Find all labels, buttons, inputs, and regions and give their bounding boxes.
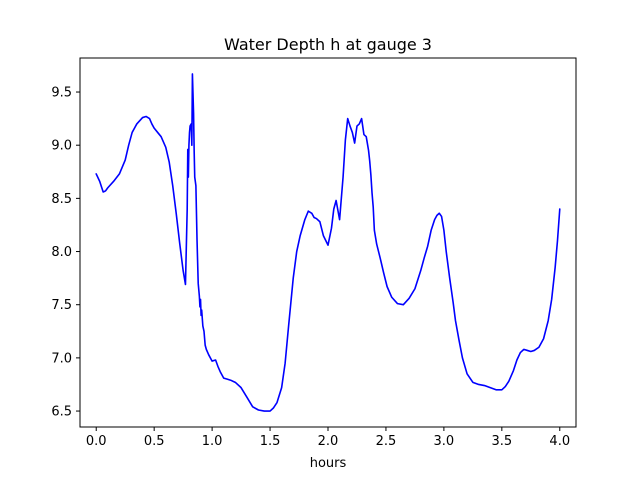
x-axis-ticks: 0.0 0.5 1.0 1.5 2.0 2.5 3.0 3.5 4.0 — [86, 427, 570, 449]
series-line-0 — [95, 73, 561, 412]
y-tick-label: 7.5 — [51, 298, 72, 313]
x-tick-label: 2.0 — [318, 434, 339, 449]
x-tick-label: 0.5 — [144, 434, 165, 449]
chart-title: Water Depth h at gauge 3 — [224, 35, 432, 54]
x-tick-label: 3.0 — [434, 434, 455, 449]
x-tick-label: 0.0 — [86, 434, 107, 449]
y-tick-label: 8.0 — [51, 245, 72, 260]
plot-frame — [79, 57, 577, 428]
x-tick-label: 1.0 — [202, 434, 223, 449]
x-tick-label: 1.5 — [260, 434, 281, 449]
plot-area — [95, 73, 561, 412]
y-tick-label: 9.0 — [51, 139, 72, 154]
x-tick-label: 4.0 — [549, 434, 570, 449]
y-tick-label: 6.5 — [51, 405, 72, 420]
x-tick-label: 3.5 — [491, 434, 512, 449]
y-tick-label: 8.5 — [51, 192, 72, 207]
y-tick-label: 9.5 — [51, 86, 72, 101]
y-axis-ticks: 6.5 7.0 7.5 8.0 8.5 9.0 9.5 — [51, 86, 80, 420]
x-axis-label: hours — [310, 456, 347, 471]
y-tick-label: 7.0 — [51, 351, 72, 366]
x-tick-label: 2.5 — [376, 434, 397, 449]
